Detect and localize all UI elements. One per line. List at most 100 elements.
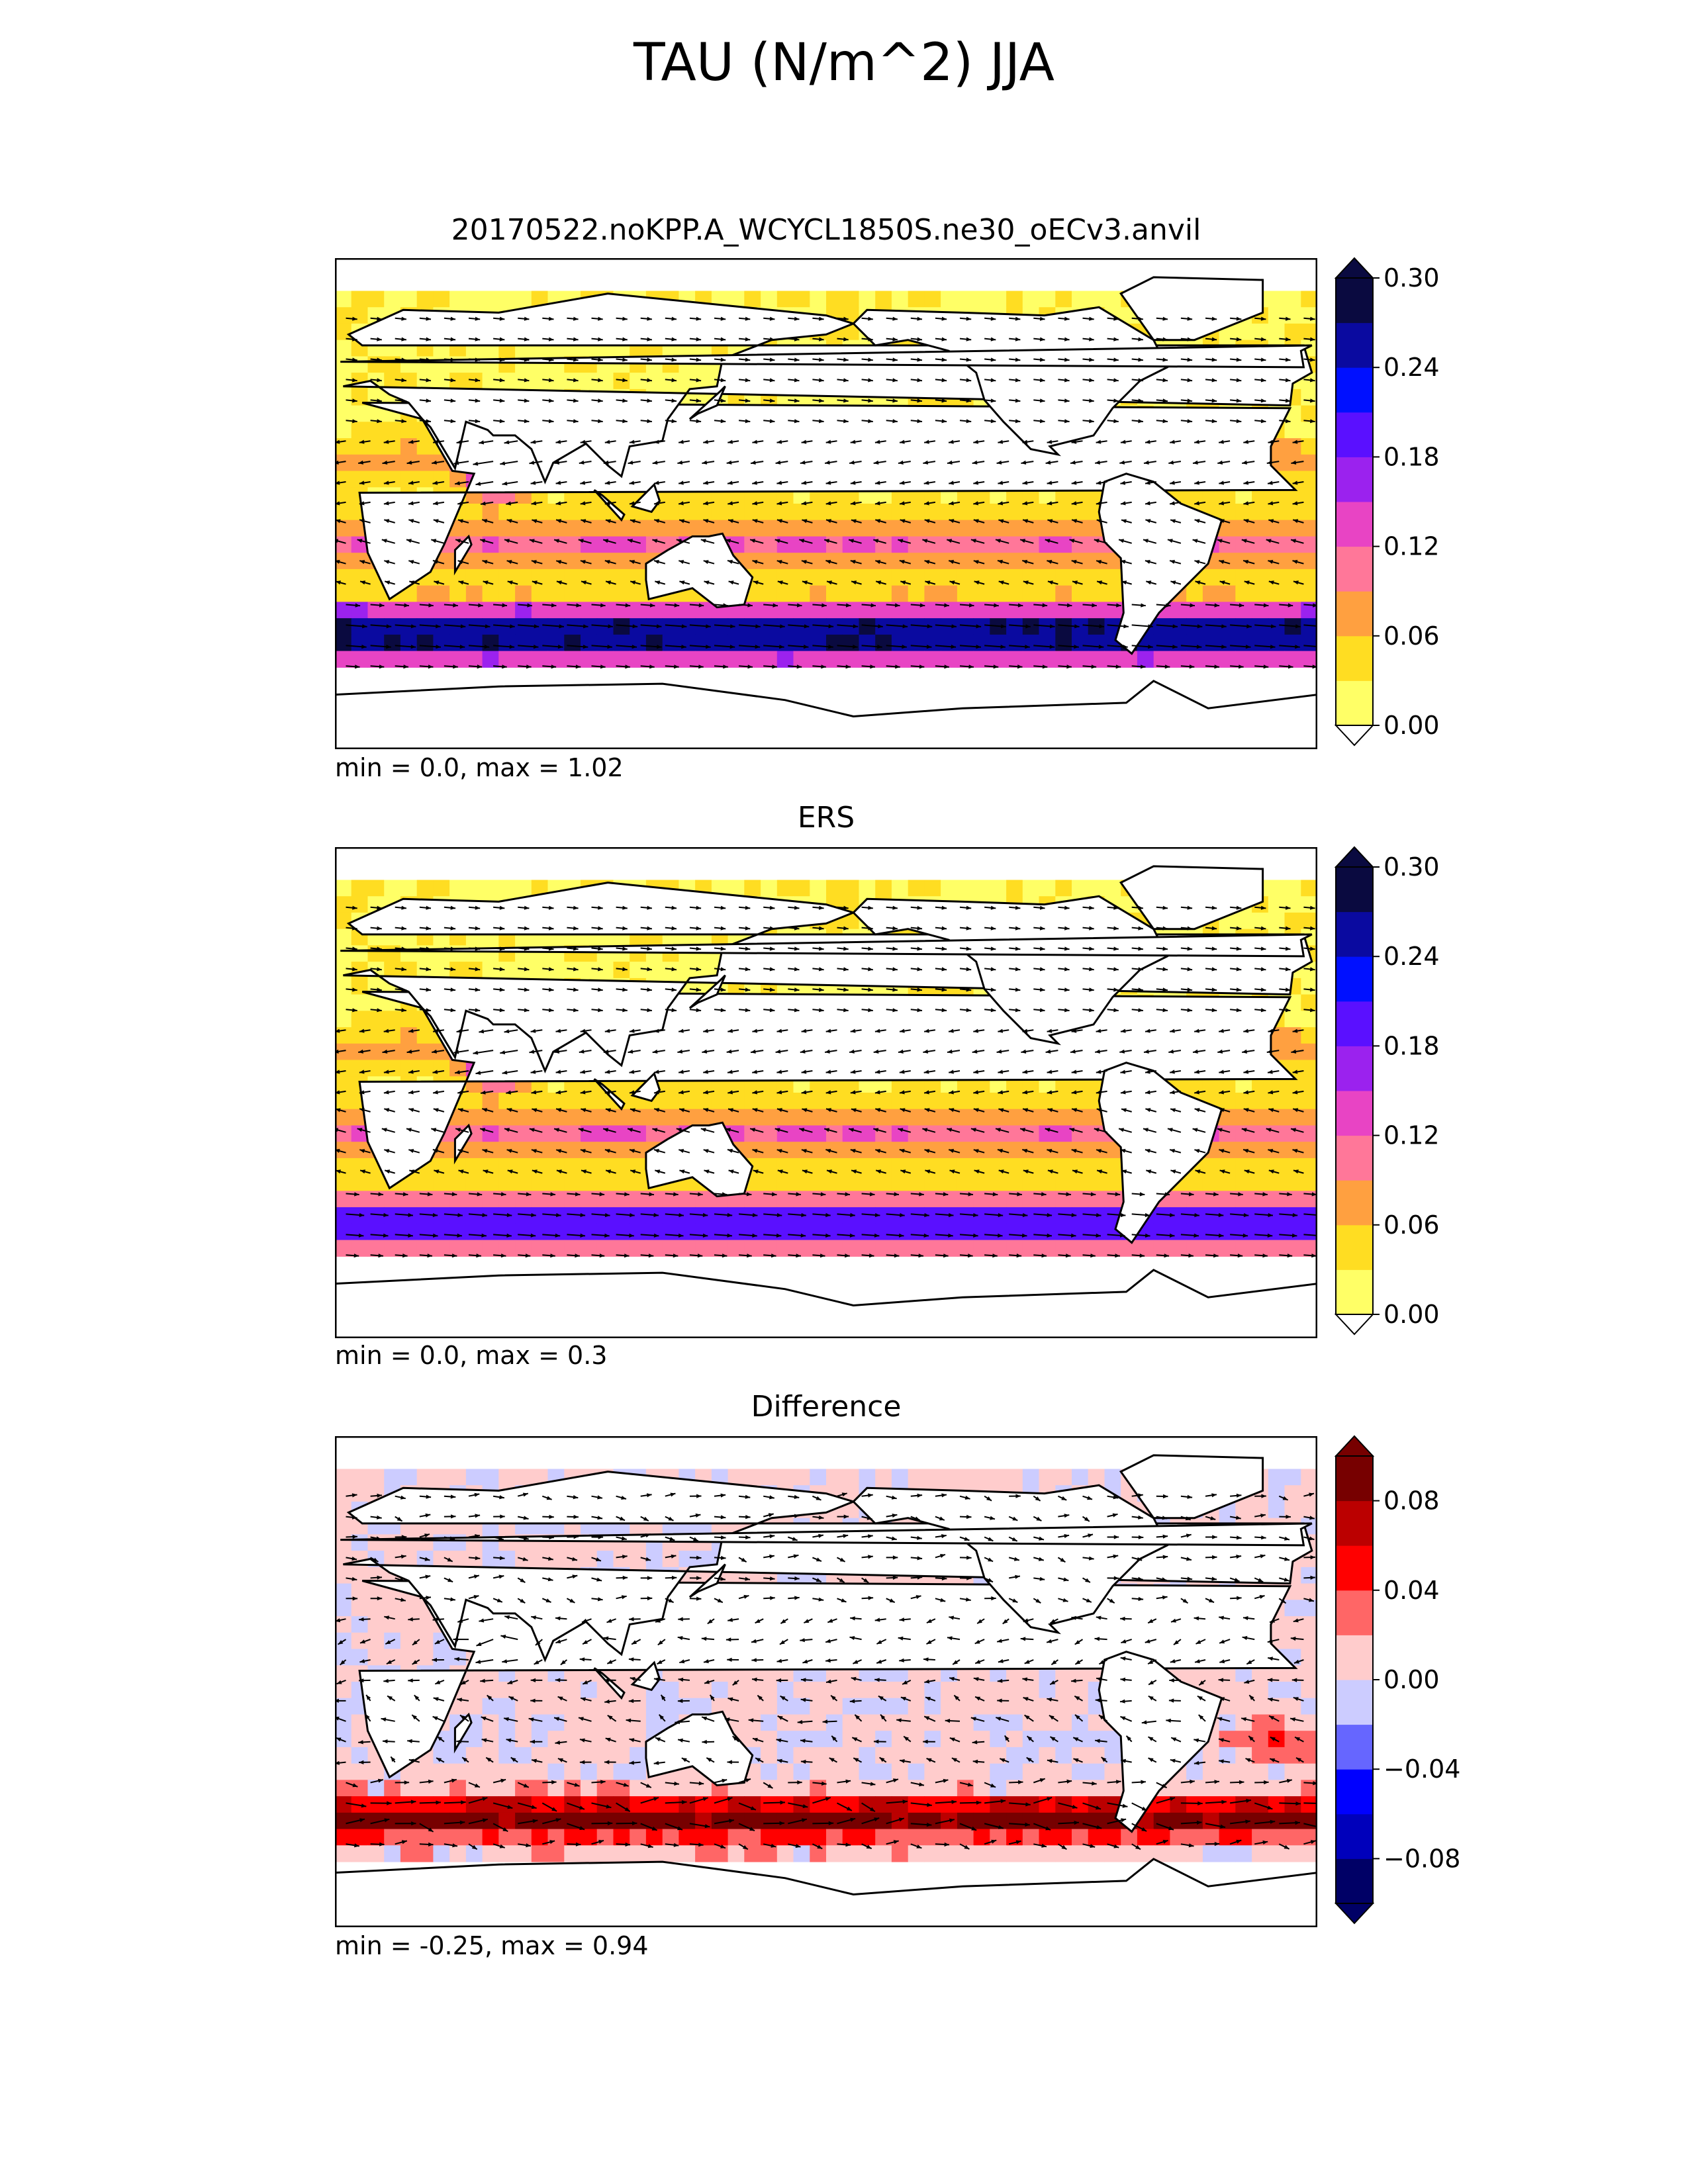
- contour-cell: [564, 1109, 581, 1126]
- wind-arrowhead: [500, 1050, 506, 1055]
- coastline: [688, 974, 726, 1009]
- contour-cell: [335, 405, 352, 422]
- wind-arrowhead: [432, 1049, 437, 1054]
- wind-arrowhead: [1242, 1049, 1247, 1054]
- wind-arrowhead: [408, 560, 414, 565]
- wind-arrowhead: [966, 987, 972, 992]
- contour-cell: [727, 634, 745, 652]
- contour-cell: [1088, 536, 1105, 553]
- wind-arrowhead: [1170, 519, 1176, 523]
- contour-cell: [465, 1174, 483, 1191]
- wind-arrowhead: [408, 480, 414, 485]
- contour-cell: [859, 651, 876, 668]
- wind-arrowhead: [524, 378, 530, 383]
- contour-cell: [581, 651, 598, 668]
- wind-arrowhead: [506, 501, 511, 506]
- wind-arrowhead: [1015, 378, 1021, 383]
- contour-cell: [941, 1125, 958, 1142]
- contour-cell: [924, 291, 941, 308]
- wind-arrowhead: [436, 645, 441, 649]
- wind-arrowhead: [919, 664, 925, 669]
- contour-cell: [891, 880, 909, 897]
- wind-arrowhead: [917, 967, 922, 972]
- contour-cell: [1022, 634, 1040, 652]
- contour-cell: [1252, 1142, 1269, 1159]
- coastline: [1098, 473, 1223, 655]
- contour-cell: [1301, 896, 1317, 913]
- wind-arrowhead: [548, 987, 554, 992]
- panel-title-model: 20170522.noKPP.A_WCYCL1850S.ne30_oECv3.a…: [451, 213, 1201, 247]
- contour-cell: [1055, 1158, 1072, 1175]
- contour-cell: [1104, 880, 1121, 897]
- wind-arrowhead: [698, 664, 704, 669]
- wind-arrowhead: [850, 501, 856, 506]
- contour-cell: [810, 1158, 827, 1175]
- contour-cell: [335, 1125, 352, 1142]
- contour-cell: [515, 1142, 532, 1159]
- contour-cell: [564, 1125, 581, 1142]
- wind-arrowhead: [656, 624, 662, 629]
- contour-cell: [793, 602, 810, 619]
- contour-cell: [400, 1027, 418, 1044]
- contour-cell: [1284, 291, 1301, 308]
- contour-cell: [1202, 569, 1220, 586]
- wind-arrowhead: [352, 1008, 357, 1013]
- wind-arrowhead: [406, 539, 412, 543]
- wind-arrowhead: [1113, 337, 1119, 341]
- wind-arrowhead: [1291, 1049, 1297, 1054]
- wind-arrowhead: [1064, 357, 1070, 362]
- contour-cell: [1186, 1191, 1203, 1208]
- contour-cell: [1055, 1240, 1072, 1257]
- wind-arrowhead: [555, 439, 561, 444]
- wind-arrowhead: [776, 480, 782, 485]
- contour-cell: [433, 962, 450, 979]
- wind-arrowhead: [927, 624, 933, 629]
- wind-arrowhead: [801, 1028, 807, 1033]
- contour-cell: [1252, 912, 1269, 930]
- wind-arrowhead: [401, 398, 406, 403]
- wind-arrowhead: [1170, 1028, 1175, 1033]
- contour-cell: [908, 569, 925, 586]
- contour-cell: [581, 520, 598, 537]
- wind-arrowhead: [703, 1028, 708, 1033]
- contour-cell: [613, 1207, 630, 1224]
- wind-arrowhead: [1113, 316, 1119, 321]
- wind-arrowhead: [598, 967, 603, 972]
- wind-arrowhead: [1310, 316, 1315, 321]
- contour-cell: [581, 585, 598, 602]
- contour-cell: [367, 1240, 385, 1257]
- contour-cell: [433, 291, 450, 308]
- wind-arrowhead: [843, 987, 849, 992]
- wind-arrowhead: [1162, 1008, 1168, 1013]
- wind-arrowhead: [483, 580, 489, 585]
- wind-arrowhead: [998, 559, 1003, 564]
- wind-arrowhead: [679, 480, 684, 485]
- contour-cell: [695, 1240, 712, 1257]
- contour-cell: [859, 504, 876, 521]
- contour-cell: [1301, 1060, 1317, 1077]
- contour-cell: [465, 962, 483, 979]
- contour-cell: [957, 1125, 974, 1142]
- wind-arrowhead: [579, 460, 585, 465]
- contour-cell: [515, 1109, 532, 1126]
- contour-cell: [662, 520, 679, 537]
- contour-cell: [875, 520, 892, 537]
- wind-vectors: [335, 316, 1317, 669]
- wind-arrowhead: [499, 987, 505, 992]
- coastline: [1098, 1062, 1223, 1244]
- contour-cell: [581, 1125, 598, 1142]
- contour-cell: [990, 1093, 1007, 1110]
- contour-cell: [679, 1093, 696, 1110]
- wind-arrowhead: [1221, 645, 1227, 649]
- contour-cell: [776, 1174, 794, 1191]
- wind-arrowhead: [1310, 398, 1315, 403]
- contour-cell: [416, 471, 434, 488]
- contour-cell: [875, 1093, 892, 1110]
- wind-arrowhead: [499, 357, 505, 362]
- land-group: [335, 276, 1317, 749]
- contour-cell: [810, 880, 827, 897]
- contour-cell: [1039, 1240, 1056, 1257]
- contour-cell: [482, 536, 499, 553]
- wind-arrowhead: [573, 926, 579, 931]
- wind-arrowhead: [383, 480, 389, 485]
